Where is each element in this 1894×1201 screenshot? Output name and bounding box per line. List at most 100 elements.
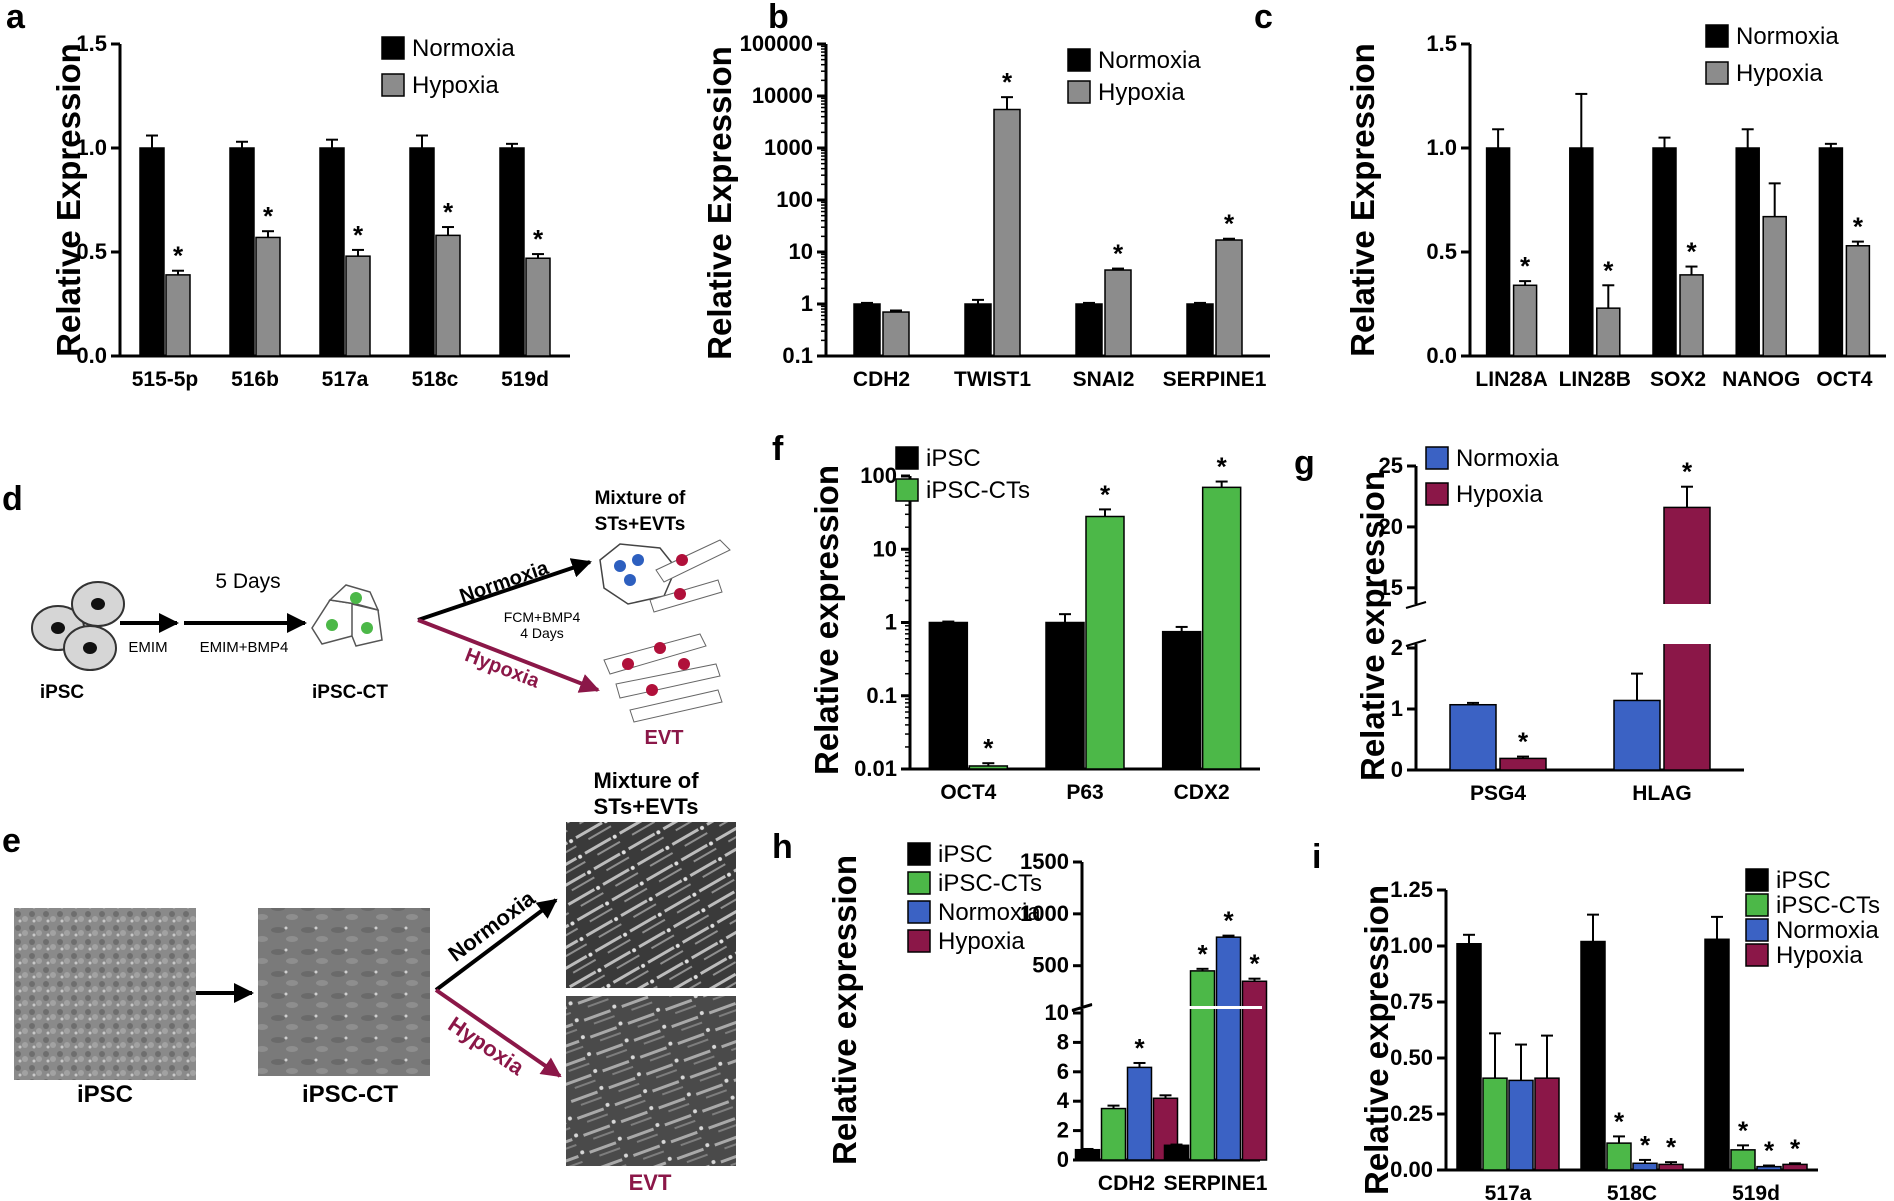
- axis-break-gap: [1406, 604, 1746, 644]
- y-axis-label: Relative expression: [826, 855, 863, 1165]
- bar-519d-Hypoxia: [1782, 1163, 1808, 1171]
- evt-cells-icon: [603, 633, 723, 723]
- legend-label-Normoxia: Normoxia: [1456, 445, 1559, 472]
- significance-star: *: [1224, 209, 1235, 239]
- legend-label-iPSC: iPSC: [926, 445, 981, 472]
- significance-star: *: [1134, 1033, 1145, 1063]
- micrograph-panel: iPSC iPSC-CT Normoxia Hypoxia Mixture of…: [14, 768, 736, 1195]
- significance-star: *: [1614, 1106, 1625, 1136]
- y-tick-label: 1.00: [1390, 933, 1433, 958]
- bar-LIN28B-Normoxia: [1569, 147, 1594, 357]
- x-tick-label: CDH2: [1098, 1172, 1155, 1195]
- bar-517a-Normoxia: [1508, 1079, 1534, 1171]
- legend-swatch-Hypoxia: [1425, 482, 1449, 506]
- legend-label-Hypoxia: Hypoxia: [1776, 942, 1863, 969]
- diagram-evt-label: EVT: [645, 727, 684, 749]
- evt-micrograph: [566, 996, 736, 1166]
- ipsc-micrograph: [14, 908, 196, 1080]
- y-tick-label: 0.25: [1390, 1101, 1433, 1126]
- bar-P63-iPSC: [1045, 621, 1085, 770]
- y-tick-label: 1.0: [1426, 135, 1457, 160]
- diagram-mixture-line1: Mixture of: [595, 488, 686, 509]
- y-tick-label: 1.25: [1390, 877, 1433, 902]
- y-tick-label: 0.0: [1426, 343, 1457, 368]
- significance-star: *: [353, 220, 364, 250]
- bar-CDH2-Hypoxia: [882, 311, 910, 357]
- diagram-mixture-line2: STs+EVTs: [595, 514, 686, 535]
- x-tick-label: LIN28B: [1559, 368, 1631, 391]
- bar-519d-iPSC-CTs: [1730, 1149, 1756, 1171]
- bar-LIN28A-Normoxia: [1485, 147, 1511, 357]
- x-tick-label: 518c: [412, 368, 459, 391]
- chart-f: 0.01 0.1 1 10 100 Relative expression * OCT4 * P6…: [808, 445, 1260, 804]
- y-axis-label: Relative expression: [808, 465, 845, 775]
- micrograph-normoxia-label: Normoxia: [443, 885, 540, 966]
- y-tick-label: 1.5: [1426, 31, 1457, 56]
- micrograph-mixture-line1: Mixture of: [593, 768, 699, 793]
- diagram-five-days-label: 5 Days: [215, 570, 280, 593]
- panel-label-i: i: [1312, 838, 1321, 876]
- significance-star: *: [263, 201, 274, 231]
- bar-SERPINE1-Hypoxia: [1241, 980, 1268, 1161]
- x-tick-label: OCT4: [1816, 368, 1872, 391]
- y-tick-label: 0.1: [866, 683, 897, 708]
- panel-label-f: f: [772, 430, 784, 468]
- bar-519d-Hypoxia: [525, 257, 551, 357]
- legend-label-iPSC: iPSC: [1776, 867, 1831, 894]
- significance-star: *: [1002, 67, 1013, 97]
- x-tick-label: CDH2: [853, 368, 910, 391]
- bar-SERPINE1-Normoxia: [1186, 303, 1214, 357]
- legend-label-iPSC-CTs: iPSC-CTs: [926, 477, 1030, 504]
- y-tick-label: 0.01: [854, 756, 897, 781]
- y-tick-label: 10: [1045, 1000, 1069, 1025]
- bar-515-5p-Hypoxia: [165, 274, 191, 357]
- y-tick-label: 0.5: [76, 239, 107, 264]
- bar-517a-iPSC-CTs: [1482, 1077, 1508, 1171]
- bar-SNAI2-Hypoxia: [1104, 269, 1132, 357]
- legend-swatch-Hypoxia: [1745, 943, 1769, 967]
- y-axis-label: Relative Expression: [50, 43, 87, 357]
- legend-label-Hypoxia: Hypoxia: [1456, 481, 1543, 508]
- significance-star: *: [443, 197, 454, 227]
- legend-swatch-iPSC-CTs: [895, 478, 919, 502]
- bar-CDH2-Normoxia: [853, 303, 881, 357]
- y-tick-label: 100: [860, 463, 897, 488]
- significance-star: *: [1790, 1133, 1801, 1163]
- x-tick-label: TWIST1: [954, 368, 1031, 391]
- significance-star: *: [1113, 239, 1124, 269]
- bar-OCT4-Normoxia: [1818, 147, 1844, 357]
- st-evt-cells-icon: [599, 539, 731, 613]
- legend-label-Normoxia: Normoxia: [938, 899, 1041, 926]
- x-tick-label: SERPINE1: [1163, 368, 1267, 391]
- legend-swatch-Hypoxia: [381, 73, 405, 97]
- x-tick-label: SOX2: [1650, 368, 1706, 391]
- y-tick-label: 0.50: [1390, 1045, 1433, 1070]
- bar-LIN28A-Hypoxia: [1512, 284, 1538, 357]
- diagram-fcm-label: FCM+BMP4: [504, 609, 581, 625]
- y-tick-label: 0.75: [1390, 989, 1433, 1014]
- y-tick-label: 0.1: [782, 343, 813, 368]
- bar-518C-Hypoxia: [1658, 1163, 1684, 1171]
- y-tick-label: 8: [1057, 1029, 1069, 1054]
- axis-break-mark: [1405, 639, 1427, 647]
- significance-star: *: [1738, 1115, 1749, 1145]
- y-tick-label: 6: [1057, 1059, 1069, 1084]
- diagram-normoxia-label: Normoxia: [457, 557, 552, 608]
- micrograph-normoxia-arrow: [434, 898, 558, 992]
- diagram-four-days-label: 4 Days: [520, 625, 564, 641]
- bar-CDH2-iPSC: [1074, 1148, 1101, 1161]
- bar-518C-iPSC-CTs: [1606, 1142, 1632, 1171]
- significance-star: *: [1249, 949, 1260, 979]
- panel-label-b: b: [768, 0, 789, 36]
- y-tick-label: 1: [801, 291, 813, 316]
- legend-swatch-iPSC-CTs: [1745, 893, 1769, 917]
- x-tick-label: OCT4: [940, 781, 996, 804]
- hypoxia-arrow: [417, 618, 600, 693]
- diagram-emim-bmp4-label: EMIM+BMP4: [200, 639, 289, 656]
- legend-label-Hypoxia: Hypoxia: [1098, 79, 1185, 106]
- legend-swatch-Hypoxia: [1067, 80, 1091, 104]
- legend-swatch-iPSC: [907, 842, 931, 866]
- significance-star: *: [1666, 1132, 1677, 1162]
- bar-OCT4-iPSC-CTs: [968, 765, 1009, 770]
